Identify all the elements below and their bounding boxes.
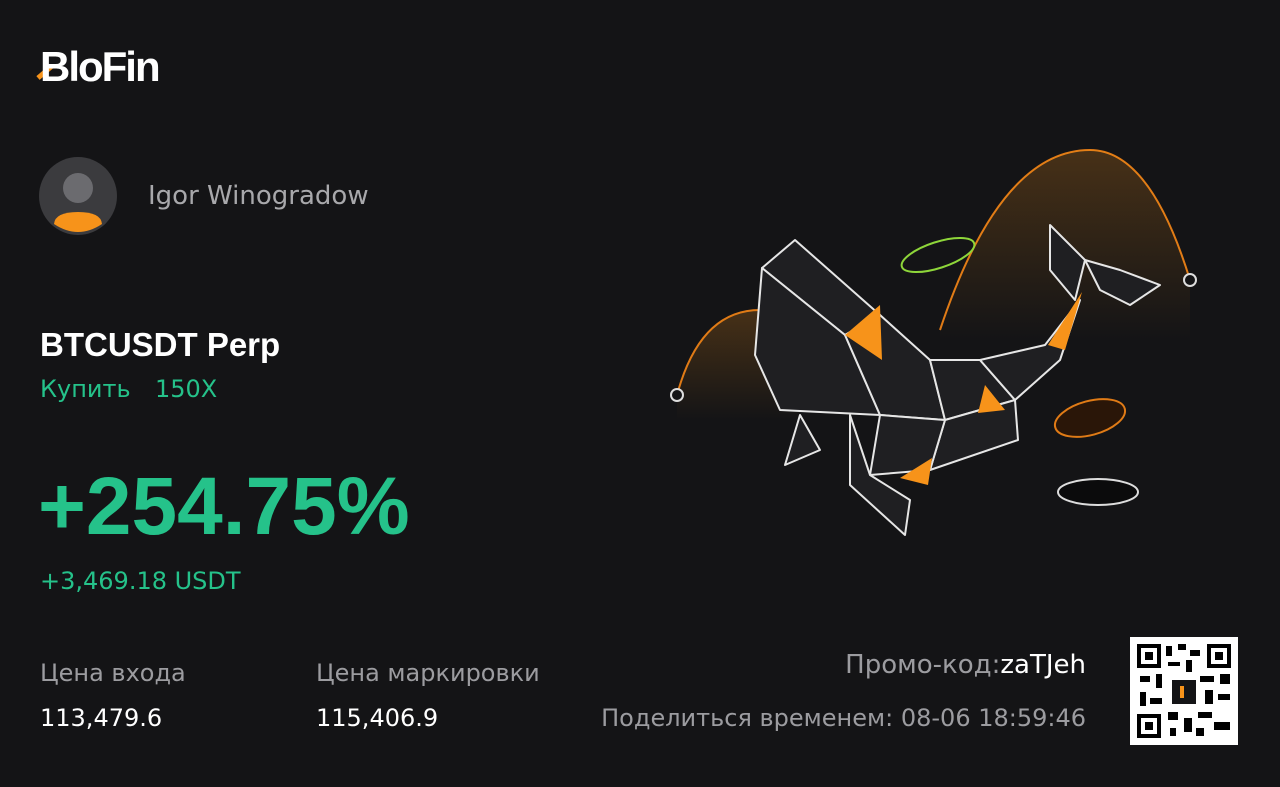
entry-value: 113,479.6 [40,704,163,732]
avatar-head [63,173,93,203]
side: Купить [40,375,131,403]
coin [1053,398,1127,438]
whale-accents [845,292,1082,485]
logo-accent [36,64,54,80]
coin [1057,478,1139,506]
mark-label: Цена маркировки [316,659,540,687]
share-time-value: 08-06 18:59:46 [900,704,1086,732]
avatar-body [54,212,102,232]
curve [676,309,761,396]
pair: BTCUSDT Perp [40,326,281,363]
mark-value: 115,406.9 [316,704,439,732]
promo-label: Промо-код: [845,650,1001,680]
promo-code: zaTJeh [1000,650,1086,680]
share-time-label: Поделиться временем: [601,704,894,732]
entry-label: Цена входа [40,659,186,687]
dot [1183,273,1197,287]
coin [900,236,976,274]
user-name: Igor Winogradow [148,181,369,211]
pnl-amount: +3,469.18 USDT [40,567,241,595]
promo: Промо-код:zaTJeh [845,652,1086,678]
qr-pattern [1137,644,1231,738]
share-time: Поделиться временем: 08-06 18:59:46 [601,706,1086,730]
pnl-percent: +254.75% [38,461,410,552]
leverage: 150X [155,375,218,403]
dot [670,388,684,402]
brand-logo: BloFin [40,43,161,90]
